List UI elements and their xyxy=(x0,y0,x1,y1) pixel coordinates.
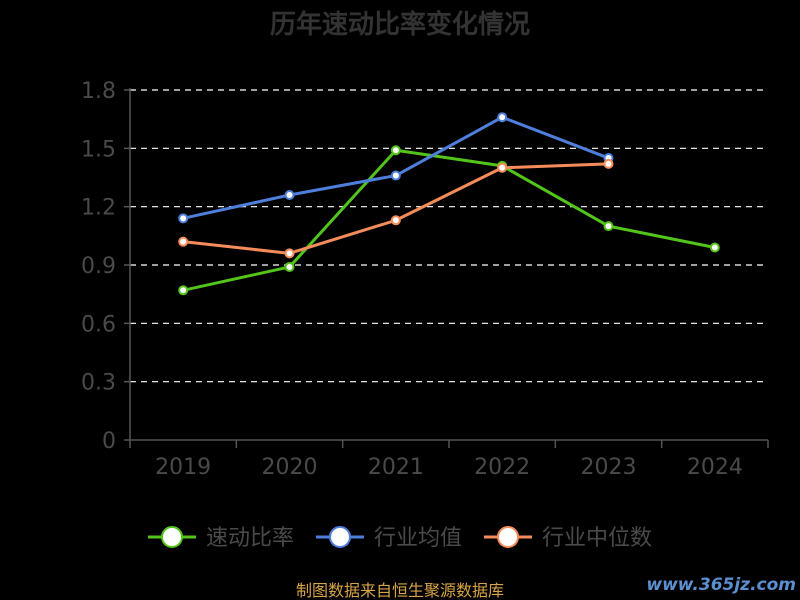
y-tick-label: 0.9 xyxy=(81,254,116,279)
legend-item[interactable]: 行业均值 xyxy=(316,526,462,551)
data-point[interactable] xyxy=(284,248,295,259)
legend-marker xyxy=(161,526,183,548)
data-point[interactable] xyxy=(709,242,720,253)
data-point[interactable] xyxy=(603,158,614,169)
data-point[interactable] xyxy=(390,170,401,181)
y-tick-label: 1.5 xyxy=(81,137,116,162)
legend-marker xyxy=(497,526,519,548)
x-tick-label: 2024 xyxy=(687,455,743,480)
series-line-0 xyxy=(182,148,716,292)
x-tick-label: 2022 xyxy=(474,455,530,480)
data-point[interactable] xyxy=(497,112,508,123)
watermark: www.365jz.com xyxy=(646,575,796,595)
y-tick-label: 1.2 xyxy=(81,196,116,221)
data-point[interactable] xyxy=(284,261,295,272)
data-point[interactable] xyxy=(178,213,189,224)
data-point[interactable] xyxy=(390,215,401,226)
y-tick-label: 0.6 xyxy=(81,312,116,337)
series-lines xyxy=(178,112,720,296)
x-tick-label: 2023 xyxy=(581,455,637,480)
grid xyxy=(130,89,768,383)
data-point[interactable] xyxy=(178,285,189,296)
x-tick-label: 2021 xyxy=(368,455,424,480)
legend-item[interactable]: 速动比率 xyxy=(148,526,294,551)
legend: 速动比率 行业均值 行业中位数 xyxy=(148,526,652,551)
legend-item[interactable]: 行业中位数 xyxy=(484,526,652,551)
data-point[interactable] xyxy=(178,236,189,247)
legend-label: 速动比率 xyxy=(206,526,294,551)
data-point[interactable] xyxy=(603,221,614,232)
x-tick-label: 2020 xyxy=(262,455,318,480)
chart-title: 历年速动比率变化情况 xyxy=(270,9,530,40)
legend-label: 行业均值 xyxy=(374,526,462,551)
axes: 0 0.3 0.6 0.9 1.2 1.5 1.8 2019 2020 2021 2022 2023 2… xyxy=(81,79,769,480)
source-label: 制图数据来自恒生聚源数据库 xyxy=(296,581,504,600)
legend-label: 行业中位数 xyxy=(542,526,652,551)
x-tick-label: 2019 xyxy=(155,455,211,480)
series-line-1 xyxy=(182,115,610,220)
y-tick-label: 1.8 xyxy=(81,79,116,104)
data-point[interactable] xyxy=(497,162,508,173)
y-tick-label: 0.3 xyxy=(81,371,116,396)
data-point[interactable] xyxy=(390,145,401,156)
y-tick-label: 0 xyxy=(102,429,116,454)
data-point[interactable] xyxy=(284,190,295,200)
legend-marker xyxy=(329,526,351,548)
